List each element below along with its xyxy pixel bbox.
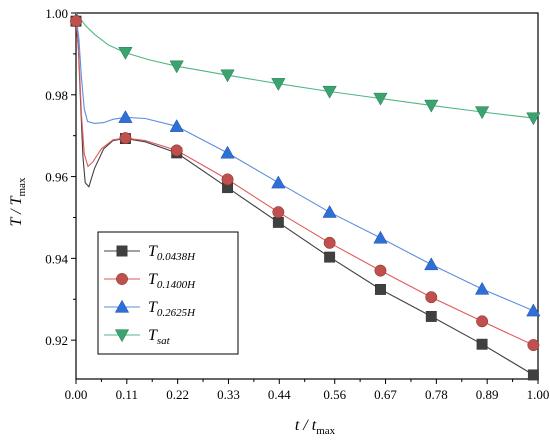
x-tick-label: 1.00 (527, 387, 550, 402)
data-point-0 (476, 338, 488, 350)
data-point-3 (220, 69, 235, 83)
legend-label-sub: 0.2625H (157, 307, 196, 319)
data-point-1 (221, 173, 234, 186)
series-line-1 (76, 21, 534, 346)
y-tick-label: 0.96 (45, 170, 68, 185)
legend-label-main: T (148, 299, 158, 316)
data-point-1 (476, 315, 489, 328)
data-point-3 (474, 106, 490, 120)
data-point-3 (118, 47, 133, 60)
data-point-1 (323, 236, 336, 249)
legend-label-sub: 0.1400H (157, 279, 196, 291)
legend-marker-3 (114, 329, 130, 343)
y-axis-title-sub: max (16, 177, 28, 196)
series-line-3 (76, 12, 534, 119)
data-point-1 (425, 291, 438, 304)
legend-marker-2 (114, 299, 130, 313)
plot-frame (75, 12, 539, 380)
x-tick-label: 0.56 (323, 387, 346, 402)
legend-label-sub: 0.0438H (157, 251, 196, 263)
x-tick-label: 0.33 (217, 387, 240, 402)
legend-label-sub: sat (157, 335, 171, 347)
data-point-3 (526, 112, 541, 126)
data-point-3 (169, 60, 184, 74)
data-point-1 (527, 339, 540, 352)
x-tick-label: 0.67 (374, 387, 397, 402)
data-point-3 (322, 85, 337, 99)
series-line-2 (76, 17, 534, 312)
data-point-2 (169, 119, 184, 132)
y-axis-title: T / Tmax (8, 177, 28, 226)
data-point-2 (424, 257, 439, 271)
data-point-3 (271, 78, 286, 91)
x-axis-title: t / tmax (295, 417, 336, 437)
data-point-2 (322, 204, 337, 218)
legend-marker-0 (116, 245, 128, 257)
x-tick-label: 0.44 (268, 387, 291, 402)
x-tick-label: 0.00 (65, 387, 88, 402)
legend-label-main: T (148, 327, 158, 344)
data-point-2 (220, 145, 235, 159)
legend-label-main: T (148, 271, 158, 288)
legend-label-0: T0.0438H (148, 243, 196, 263)
data-point-1 (374, 264, 387, 277)
legend-label-2: T0.2625H (148, 299, 196, 319)
y-tick-label: 0.98 (45, 88, 68, 103)
data-point-1 (272, 206, 285, 219)
series-markers (70, 15, 541, 381)
data-point-0 (375, 283, 386, 295)
y-tick-label: 1.00 (45, 6, 68, 21)
data-point-0 (272, 216, 284, 228)
x-tick-label: 0.89 (476, 387, 499, 402)
data-point-2 (118, 110, 133, 123)
y-tick-label: 0.94 (45, 251, 68, 266)
data-point-0 (425, 310, 437, 322)
legend-label-3: Tsat (148, 327, 171, 347)
data-point-1 (70, 15, 82, 28)
x-tick-label: 0.78 (425, 387, 448, 402)
legend-marker-1 (116, 273, 128, 285)
y-axis-title-main: T / T (8, 195, 25, 226)
data-point-2 (271, 175, 286, 189)
axes: 0.00 0.11 0.22 0.33 0.44 0.56 0.67 0.78 0.89 1.00… (45, 6, 549, 402)
y-tick-label: 0.92 (45, 333, 68, 348)
x-axis-title-main: t / t (295, 417, 317, 434)
data-point-1 (119, 132, 132, 145)
x-axis-title-sub: max (316, 425, 335, 437)
x-tick-label: 0.11 (116, 387, 138, 402)
data-point-1 (170, 144, 183, 157)
data-point-0 (527, 369, 539, 381)
legend-label-main: T (148, 243, 158, 260)
data-point-2 (526, 303, 541, 317)
data-point-2 (373, 230, 388, 244)
data-point-0 (324, 251, 336, 263)
data-point-3 (424, 99, 439, 113)
x-tick-label: 0.22 (166, 387, 189, 402)
data-point-2 (474, 281, 490, 295)
data-point-3 (373, 92, 388, 106)
legend-label-1: T0.1400H (148, 271, 196, 291)
